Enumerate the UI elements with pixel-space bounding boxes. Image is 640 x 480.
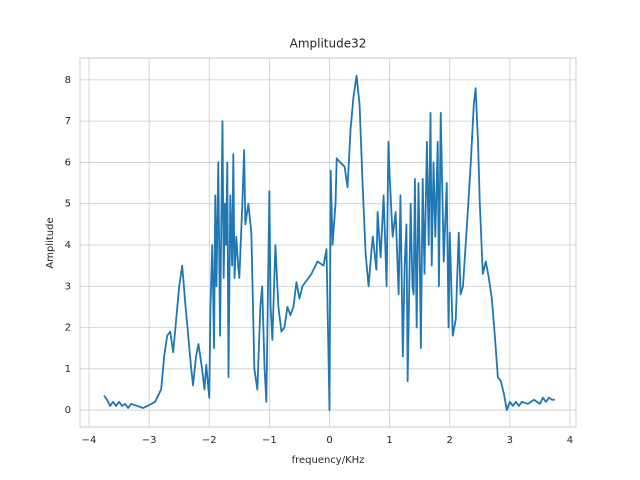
x-tick-label: −2 [202,435,217,446]
plot-frame [79,57,577,428]
x-tick-label: 0 [326,435,332,446]
x-tick-label: −3 [142,435,157,446]
y-tick-label: 2 [65,323,71,334]
x-tick-label: −4 [82,435,97,446]
data-line [103,74,555,411]
x-tick-label: 3 [507,435,513,446]
x-tick-label: 4 [567,435,573,446]
y-tick-label: 3 [65,281,71,292]
y-tick-label: 8 [65,75,71,86]
x-tick-label: 2 [447,435,453,446]
y-tick-label: 1 [65,364,71,375]
y-tick-label: 5 [65,199,71,210]
y-tick-label: 7 [65,116,71,127]
y-tick-label: 0 [65,405,71,416]
y-axis-label: Amplitude [45,217,56,268]
y-tick-label: 4 [65,240,71,251]
chart-title: Amplitude32 [290,37,367,51]
x-tick-label: 1 [386,435,392,446]
x-tick-label: −1 [262,435,277,446]
x-axis-label: frequency/KHz [292,455,365,466]
y-tick-label: 6 [65,157,71,168]
